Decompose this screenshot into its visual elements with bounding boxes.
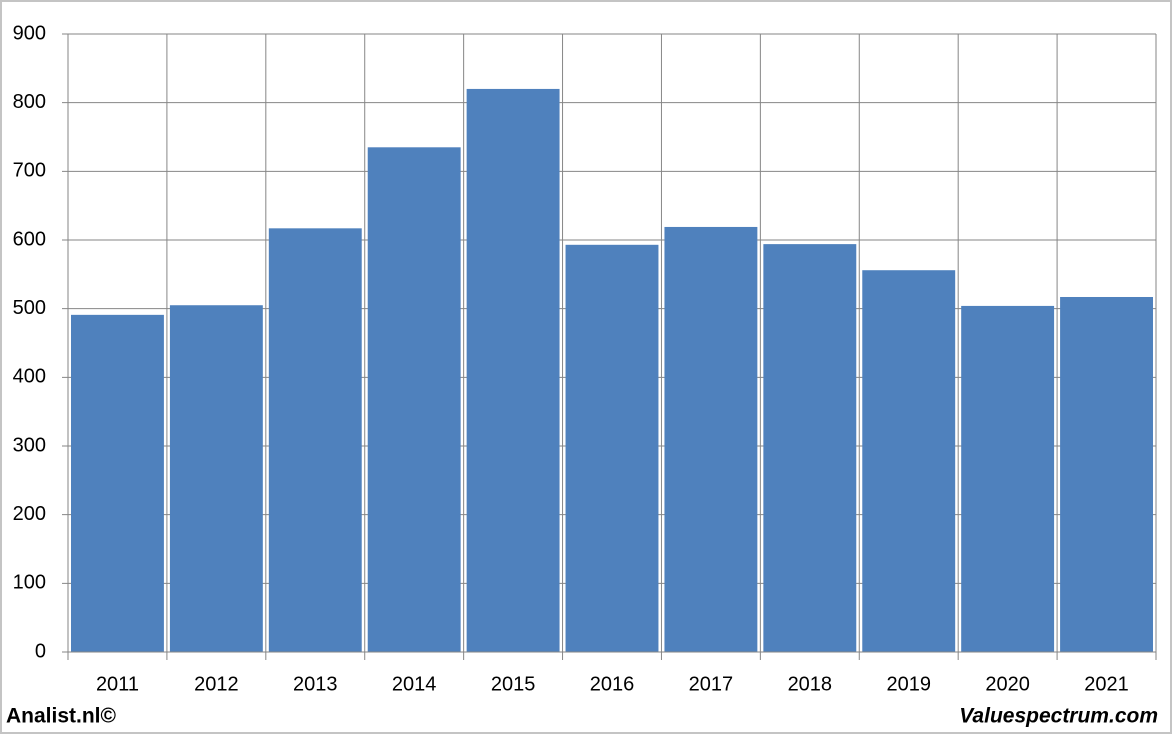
bar <box>71 314 164 652</box>
x-tick-label: 2018 <box>788 673 833 695</box>
y-tick-label: 500 <box>13 297 46 319</box>
y-tick-label: 200 <box>13 503 46 525</box>
bar <box>367 147 461 653</box>
y-tick-label: 100 <box>13 572 46 594</box>
bar <box>169 305 263 652</box>
x-tick-label: 2013 <box>293 673 338 695</box>
footer-left: Analist.nl© <box>6 705 117 728</box>
bar <box>1060 296 1153 652</box>
y-tick-label: 600 <box>13 228 46 250</box>
y-tick-label: 0 <box>35 640 46 662</box>
x-tick-label: 2011 <box>96 673 139 695</box>
x-tick-label: 2016 <box>590 673 635 695</box>
bar <box>664 226 758 652</box>
footer-right: Valuespectrum.com <box>959 705 1158 728</box>
x-tick-label: 2021 <box>1084 673 1129 695</box>
bar <box>466 88 560 652</box>
bar <box>268 228 362 652</box>
x-tick-label: 2020 <box>985 673 1030 695</box>
y-tick-label: 900 <box>13 22 46 44</box>
x-tick-label: 2017 <box>689 673 734 695</box>
x-tick-label: 2015 <box>491 673 536 695</box>
y-tick-label: 400 <box>13 366 46 388</box>
x-tick-label: 2014 <box>392 673 437 695</box>
bar <box>565 244 659 652</box>
y-tick-label: 800 <box>13 91 46 113</box>
x-tick-label: 2012 <box>194 673 239 695</box>
bar <box>862 270 956 652</box>
y-tick-label: 300 <box>13 434 46 456</box>
bar <box>961 305 1055 652</box>
x-tick-label: 2019 <box>886 673 931 695</box>
y-tick-label: 700 <box>13 160 46 182</box>
bar <box>763 244 857 652</box>
